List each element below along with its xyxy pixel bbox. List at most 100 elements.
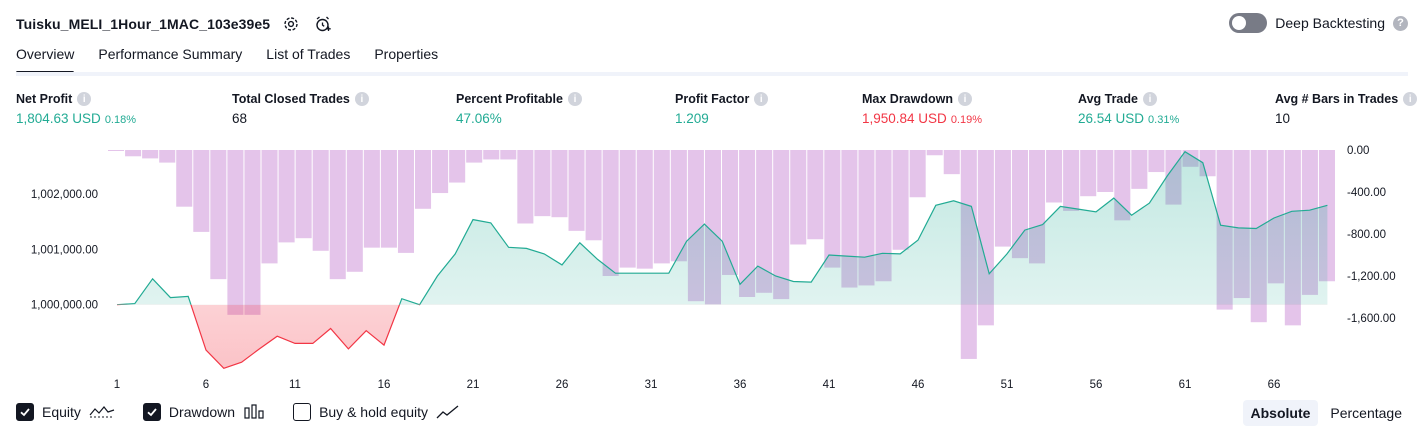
info-icon[interactable]: i <box>354 92 369 106</box>
x-axis-tick: 16 <box>378 379 391 391</box>
stat-profit-factor: Profit Factor i 1.209 <box>675 92 769 126</box>
info-icon[interactable]: i <box>77 92 92 106</box>
info-icon[interactable]: i <box>567 92 582 106</box>
stat-max-drawdown: Max Drawdown i 1,950.84 USD 0.19% <box>862 92 982 126</box>
equity-line-profit <box>116 150 1328 305</box>
stat-value: 10 <box>1275 111 1291 126</box>
stat-avg-trade: Avg Trade i 26.54 USD 0.31% <box>1078 92 1179 126</box>
buy-hold-checkbox[interactable] <box>293 403 312 421</box>
info-icon[interactable]: i <box>1403 92 1418 106</box>
drawdown-bar <box>568 150 585 231</box>
drawdown-bar <box>636 150 653 269</box>
stat-value: 47.06% <box>456 111 502 126</box>
drawdown-bar <box>653 150 670 264</box>
drawdown-bar <box>415 150 432 209</box>
drawdown-bar <box>670 150 687 262</box>
toggle-knob <box>1232 16 1247 30</box>
buy-hold-line-icon <box>436 405 459 419</box>
equity-area-profit <box>117 151 1328 305</box>
left-axis-tick: 1,001,000.00 <box>31 245 98 257</box>
drawdown-bar <box>278 150 295 243</box>
x-axis-tick: 31 <box>645 379 658 391</box>
drawdown-bar <box>926 150 943 156</box>
tabs-divider <box>16 72 1408 76</box>
drawdown-bar <box>227 150 244 315</box>
percentage-button[interactable]: Percentage <box>1330 405 1402 421</box>
right-axis-tick: -1,600.00 <box>1347 313 1396 325</box>
x-axis-tick: 6 <box>203 379 209 391</box>
x-axis-tick: 66 <box>1268 379 1281 391</box>
stat-percent: 0.19% <box>950 114 983 126</box>
tab-overview[interactable]: Overview <box>16 46 75 74</box>
drawdown-bar <box>790 150 807 245</box>
x-axis-tick: 56 <box>1090 379 1103 391</box>
stat-label: Profit Factor <box>675 92 750 106</box>
drawdown-bar <box>397 150 414 253</box>
drawdown-bar <box>125 150 142 157</box>
stat-value: 1,804.63 USD <box>16 111 101 126</box>
equity-area-loss <box>117 304 1328 369</box>
drawdown-bar <box>329 150 346 280</box>
drawdown-bar <box>909 150 926 198</box>
drawdown-bar <box>602 150 619 276</box>
stat-avg-bars-in-trades: Avg # Bars in Trades i 10 <box>1275 92 1418 126</box>
stat-percent: 0.31% <box>1148 114 1180 126</box>
drawdown-bar <box>142 150 159 159</box>
absolute-button[interactable]: Absolute <box>1242 400 1319 426</box>
help-icon[interactable]: ? <box>1393 15 1408 31</box>
stat-value: 1,950.84 USD <box>862 111 947 126</box>
x-axis-tick: 51 <box>1001 379 1014 391</box>
drawdown-checkbox[interactable] <box>142 403 161 421</box>
drawdown-bar <box>346 150 363 272</box>
drawdown-bar <box>1131 150 1148 189</box>
deep-backtesting-toggle[interactable] <box>1229 13 1268 33</box>
x-axis-tick: 61 <box>1179 379 1192 391</box>
stat-label: Avg Trade <box>1078 92 1138 106</box>
legend-label: Buy & hold equity <box>319 404 429 420</box>
drawdown-bar <box>722 150 739 275</box>
info-icon[interactable]: i <box>1142 92 1157 106</box>
stats-row: Net Profit i 1,804.63 USD 0.18% Total Clos… <box>16 92 1418 132</box>
drawdown-bars-icon <box>244 404 264 419</box>
equity-checkbox[interactable] <box>16 403 34 421</box>
deep-backtesting-label: Deep Backtesting <box>1275 15 1385 31</box>
drawdown-bar <box>261 150 278 264</box>
legend-label: Equity <box>42 404 81 420</box>
equity-line-loss <box>117 304 421 369</box>
legend-equity[interactable]: Equity <box>16 403 115 421</box>
equity-wave-icon <box>89 406 115 418</box>
drawdown-bar <box>193 150 210 232</box>
drawdown-bar <box>500 150 517 160</box>
drawdown-bar <box>517 150 534 224</box>
drawdown-bar <box>1148 150 1165 173</box>
legend-buy-hold-equity[interactable]: Buy & hold equity <box>293 403 460 421</box>
drawdown-bar <box>159 150 176 163</box>
tab-performance-summary[interactable]: Performance Summary <box>98 46 243 62</box>
tab-bar: Overview Performance Summary List of Tra… <box>16 46 439 74</box>
info-icon[interactable]: i <box>754 92 769 106</box>
stat-percent-profitable: Percent Profitable i 47.06% <box>456 92 582 126</box>
left-axis-tick: 1,000,000.00 <box>31 300 98 312</box>
stat-value: 1.209 <box>675 111 709 126</box>
stat-label: Total Closed Trades <box>232 92 350 106</box>
drawdown-bar <box>858 150 875 286</box>
gear-icon[interactable] <box>280 13 302 35</box>
alarm-clock-plus-icon[interactable] <box>312 13 334 35</box>
drawdown-bar <box>295 150 312 239</box>
legend-drawdown[interactable]: Drawdown <box>142 403 265 421</box>
drawdown-bar <box>534 150 551 217</box>
x-axis-tick: 1 <box>114 379 120 391</box>
info-icon[interactable]: i <box>958 92 972 106</box>
tab-properties[interactable]: Properties <box>374 46 439 62</box>
left-axis-tick: 1,002,000.00 <box>31 189 98 201</box>
equity-drawdown-chart[interactable]: 1,000,000.00 1,001,000.00 1,002,000.00 0.0… <box>0 140 1424 395</box>
drawdown-bar <box>943 150 960 175</box>
drawdown-bar <box>449 150 466 183</box>
drawdown-bar <box>773 150 790 300</box>
drawdown-bar <box>841 150 858 288</box>
stat-percent: 0.18% <box>104 114 137 126</box>
stat-total-closed-trades: Total Closed Trades i 68 <box>232 92 369 126</box>
tab-list-of-trades[interactable]: List of Trades <box>266 46 351 62</box>
drawdown-bar <box>892 150 909 250</box>
drawdown-bar <box>824 150 841 268</box>
